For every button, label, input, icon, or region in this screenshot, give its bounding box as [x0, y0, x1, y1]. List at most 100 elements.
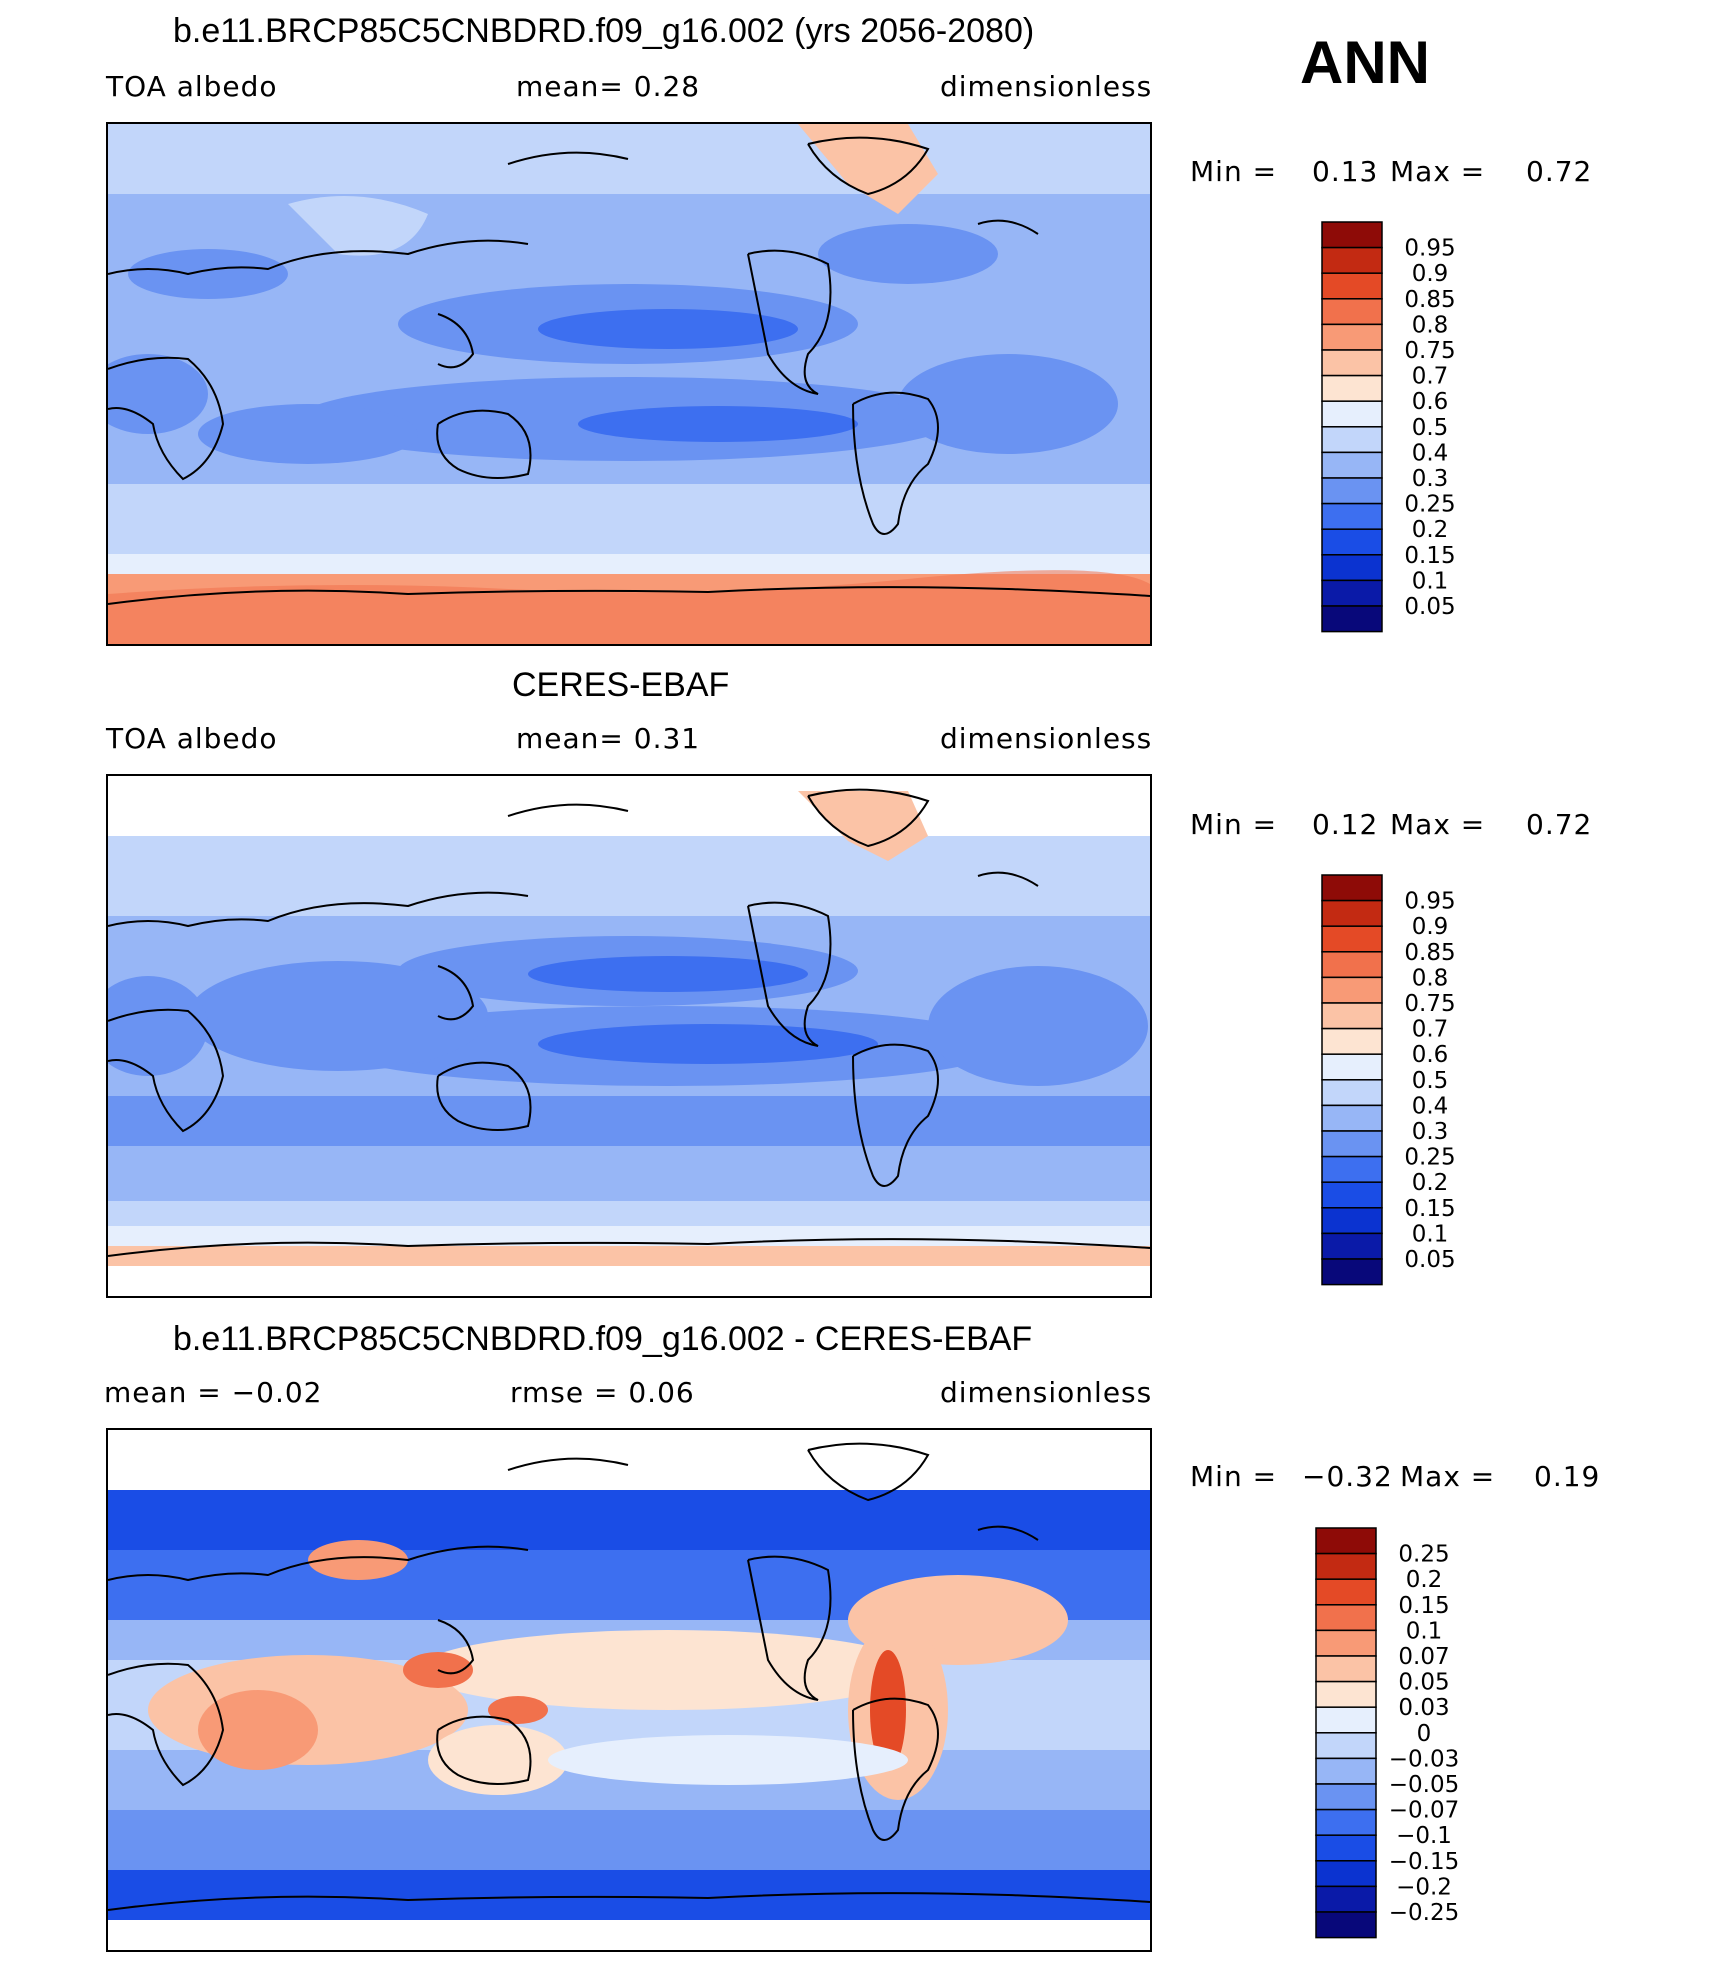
colorbar-box: [1315, 1706, 1377, 1734]
units-label-model: dimensionless: [940, 70, 1153, 103]
colorbar-tick-label: 0.3: [1412, 1119, 1449, 1145]
colorbar-tick-label: −0.1: [1396, 1823, 1452, 1849]
colorbar-box: [1315, 1578, 1377, 1606]
colorbar-tick-label: 0.7: [1412, 1017, 1449, 1043]
min-label-diff: Min =: [1190, 1460, 1278, 1493]
colorbar-box: [1321, 874, 1383, 902]
units-label-diff: dimensionless: [940, 1376, 1153, 1409]
colorbar-tick-label: −0.05: [1389, 1772, 1459, 1798]
colorbar-box: [1321, 349, 1383, 377]
colorbar-box: [1321, 1053, 1383, 1081]
colorbar-tick-label: 0.9: [1412, 261, 1449, 287]
colorbar-tick-label: 0.2: [1412, 517, 1449, 543]
colorbar-tick-label: 0.07: [1398, 1644, 1449, 1670]
colorbar-box: [1321, 1181, 1383, 1209]
colorbar-tick-label: 0.15: [1404, 1196, 1455, 1222]
colorbar-tick-label: 0.95: [1404, 236, 1455, 262]
colorbar-tick-label: 0.6: [1412, 1042, 1449, 1068]
colorbar-tick-label: 0.2: [1412, 1170, 1449, 1196]
colorbar-box: [1321, 554, 1383, 582]
colorbar-tick-label: 0.25: [1404, 1145, 1455, 1171]
colorbar-tick-label: 0.95: [1404, 889, 1455, 915]
colorbar-box: [1321, 323, 1383, 351]
colorbar-box: [1315, 1604, 1377, 1632]
colorbar-diff: 0.250.20.150.10.070.050.030−0.03−0.05−0.…: [1315, 1527, 1459, 1939]
colorbar-box: [1321, 246, 1383, 274]
colorbar-tick-label: 0.75: [1404, 991, 1455, 1017]
colorbar-box: [1321, 528, 1383, 556]
colorbar-tick-label: 0.3: [1412, 466, 1449, 492]
min-value-obs: 0.12: [1312, 808, 1379, 841]
colorbar-tick-label: 0.8: [1412, 965, 1449, 991]
colorbar-box: [1315, 1629, 1377, 1657]
colorbar-tick-label: 0.9: [1412, 914, 1449, 940]
max-label-model: Max =: [1390, 155, 1486, 188]
colorbar-tick-label: −0.03: [1389, 1746, 1459, 1772]
colorbar-box: [1321, 374, 1383, 402]
colorbar-box: [1321, 426, 1383, 454]
map-diff: [106, 1428, 1152, 1952]
colorbar-tick-label: 0.8: [1412, 312, 1449, 338]
map-obs: [106, 774, 1152, 1298]
colorbar-box: [1321, 502, 1383, 530]
colorbar-box: [1321, 951, 1383, 979]
colorbar-tick-label: 0.6: [1412, 389, 1449, 415]
colorbar-box: [1315, 1783, 1377, 1811]
colorbar-box: [1315, 1860, 1377, 1888]
colorbar-tick-label: 0.4: [1412, 440, 1449, 466]
colorbar-box: [1321, 899, 1383, 927]
colorbar-box: [1321, 272, 1383, 300]
colorbar-box: [1321, 1104, 1383, 1132]
colorbar-box: [1321, 1232, 1383, 1260]
colorbar-tick-label: −0.15: [1389, 1849, 1459, 1875]
colorbar-box: [1321, 1130, 1383, 1158]
colorbar-tick-label: 0.85: [1404, 940, 1455, 966]
colorbar-box: [1321, 1155, 1383, 1183]
colorbar-model: 0.950.90.850.80.750.70.60.50.40.30.250.2…: [1321, 221, 1456, 633]
colorbar-tick-label: 0.15: [1398, 1593, 1449, 1619]
panel-title-diff: b.e11.BRCP85C5CNBDRD.f09_g16.002 - CERES…: [173, 1320, 1033, 1358]
variable-label-obs: TOA albedo: [106, 722, 278, 755]
max-label-obs: Max =: [1390, 808, 1486, 841]
colorbar-tick-label: 0.05: [1404, 594, 1455, 620]
colorbar-box: [1315, 1757, 1377, 1785]
colorbar-tick-label: 0.03: [1398, 1695, 1449, 1721]
colorbar-tick-label: 0: [1417, 1721, 1432, 1747]
colorbar-box: [1321, 1027, 1383, 1055]
min-label-model: Min =: [1190, 155, 1278, 188]
min-value-model: 0.13: [1312, 155, 1379, 188]
colorbar-box: [1321, 477, 1383, 505]
colorbar-box: [1315, 1885, 1377, 1913]
colorbar-box: [1321, 400, 1383, 428]
colorbar-box: [1321, 579, 1383, 607]
colorbar-box: [1315, 1552, 1377, 1580]
colorbar-box: [1321, 221, 1383, 249]
colorbar-tick-label: 0.05: [1404, 1247, 1455, 1273]
colorbar-box: [1315, 1834, 1377, 1862]
max-value-diff: 0.19: [1534, 1460, 1601, 1493]
colorbar-tick-label: 0.05: [1398, 1670, 1449, 1696]
colorbar-tick-label: 0.5: [1412, 415, 1449, 441]
max-label-diff: Max =: [1400, 1460, 1496, 1493]
panel-title-obs: CERES-EBAF: [512, 666, 730, 704]
max-value-model: 0.72: [1526, 155, 1593, 188]
colorbar-tick-label: −0.07: [1389, 1798, 1459, 1824]
min-value-diff: −0.32: [1302, 1460, 1393, 1493]
colorbar-box: [1321, 1079, 1383, 1107]
colorbar-tick-label: 0.25: [1404, 492, 1455, 518]
colorbar-box: [1321, 1002, 1383, 1030]
mean-label-model: mean= 0.28: [516, 70, 701, 103]
colorbar-obs: 0.950.90.850.80.750.70.60.50.40.30.250.2…: [1321, 874, 1456, 1286]
colorbar-box: [1315, 1680, 1377, 1708]
colorbar-tick-label: 0.25: [1398, 1542, 1449, 1568]
min-label-obs: Min =: [1190, 808, 1278, 841]
colorbar-tick-label: 0.1: [1406, 1618, 1443, 1644]
colorbar-box: [1315, 1527, 1377, 1555]
colorbar-box: [1315, 1808, 1377, 1836]
units-label-obs: dimensionless: [940, 722, 1153, 755]
colorbar-box: [1315, 1655, 1377, 1683]
colorbar-tick-label: 0.15: [1404, 543, 1455, 569]
colorbar-box: [1321, 605, 1383, 633]
max-value-obs: 0.72: [1526, 808, 1593, 841]
